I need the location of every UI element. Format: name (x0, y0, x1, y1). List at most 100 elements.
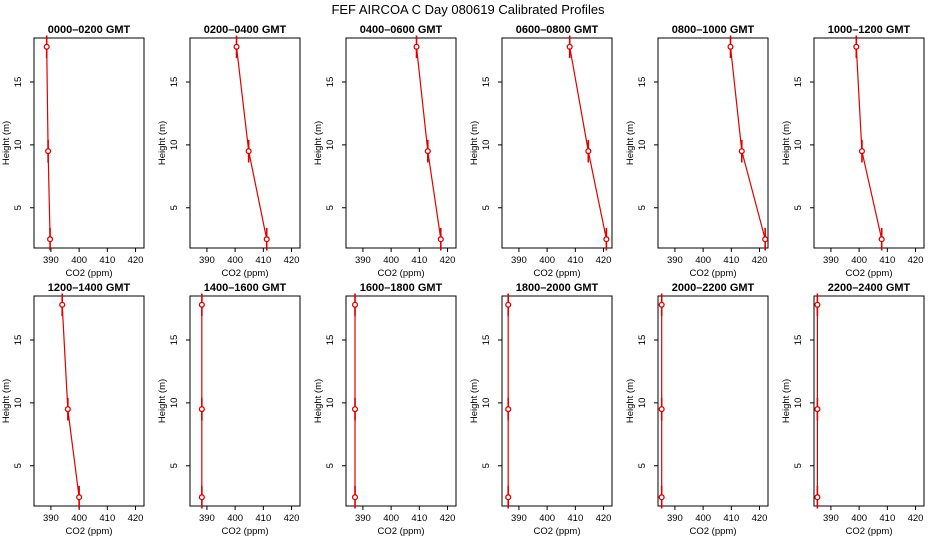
panel-5: 0800–1000 GMT 390 400 410 420 CO2 (ppm) 5 10 15 H… (625, 24, 769, 279)
data-point (566, 43, 573, 50)
data-point (738, 148, 745, 155)
y-tick-label: 10 (325, 398, 336, 409)
x-axis-label: CO2 (ppm) (846, 268, 893, 279)
data-point (76, 494, 83, 501)
x-axis-label: CO2 (ppm) (222, 526, 269, 537)
panel-12: 2200–2400 GMT 390 400 410 420 CO2 (ppm) 5 10 15 H… (781, 282, 925, 537)
data-point (198, 494, 205, 501)
x-tick-label: 390 (667, 255, 683, 266)
panel-10: 1800–2000 GMT 390 400 410 420 CO2 (ppm) 5 10 15 H… (469, 282, 613, 537)
x-tick-label: 390 (355, 255, 371, 266)
x-tick-label: 390 (511, 513, 527, 524)
plot-frame (33, 37, 145, 249)
x-axis-label: CO2 (ppm) (378, 268, 425, 279)
y-tick-label: 15 (481, 77, 492, 88)
plot-frame (345, 37, 457, 249)
data-point (198, 301, 205, 308)
y-tick-label: 15 (481, 335, 492, 346)
data-point (413, 43, 420, 50)
x-tick-label: 400 (695, 513, 711, 524)
panel-title: 0000–0200 GMT (48, 24, 131, 36)
data-point (43, 43, 50, 50)
panel-title: 1600–1800 GMT (360, 282, 443, 294)
x-axis-label: CO2 (ppm) (66, 268, 113, 279)
x-tick-label: 400 (695, 255, 711, 266)
x-tick-label: 420 (128, 513, 144, 524)
y-tick-label: 5 (169, 205, 180, 210)
plot-frame (189, 37, 301, 249)
y-tick-label: 10 (481, 140, 492, 151)
panel-title: 0400–0600 GMT (360, 24, 443, 36)
panel-6: 1000–1200 GMT 390 400 410 420 CO2 (ppm) 5 10 15 H… (781, 24, 925, 279)
data-point (814, 494, 821, 501)
y-tick-label: 10 (13, 398, 24, 409)
x-tick-label: 410 (255, 255, 271, 266)
x-tick-label: 400 (227, 255, 243, 266)
panel-8: 1400–1600 GMT 390 400 410 420 CO2 (ppm) 5 10 15 H… (157, 282, 301, 537)
y-tick-label: 5 (13, 205, 24, 210)
y-axis-label: Height (m) (625, 379, 636, 423)
y-axis-label: Height (m) (157, 121, 168, 165)
x-tick-label: 410 (567, 255, 583, 266)
plot-frame (813, 37, 925, 249)
y-axis-label: Height (m) (625, 121, 636, 165)
x-tick-label: 400 (71, 513, 87, 524)
data-point (59, 301, 66, 308)
y-tick-label: 10 (637, 140, 648, 151)
panel-11: 2000–2200 GMT 390 400 410 420 CO2 (ppm) 5 10 15 H… (625, 282, 769, 537)
x-axis-label: CO2 (ppm) (378, 526, 425, 537)
x-axis-label: CO2 (ppm) (66, 526, 113, 537)
x-axis-label: CO2 (ppm) (846, 526, 893, 537)
y-axis-label: Height (m) (313, 379, 324, 423)
data-point (658, 301, 665, 308)
data-point (263, 236, 270, 243)
panel-title: 1000–1200 GMT (828, 24, 911, 36)
x-axis-label: CO2 (ppm) (690, 526, 737, 537)
x-tick-label: 400 (851, 255, 867, 266)
data-point (505, 406, 512, 413)
profile-line (61, 304, 80, 498)
data-point (814, 406, 821, 413)
plot-frame (345, 295, 457, 507)
data-point (727, 43, 734, 50)
data-point (351, 406, 359, 413)
x-tick-label: 420 (284, 513, 300, 524)
panel-title: 0800–1000 GMT (672, 24, 755, 36)
y-tick-label: 5 (481, 463, 492, 468)
y-tick-label: 5 (637, 463, 648, 468)
y-tick-label: 15 (793, 335, 804, 346)
x-tick-label: 420 (752, 255, 768, 266)
x-tick-label: 420 (908, 255, 924, 266)
x-tick-label: 390 (199, 255, 215, 266)
profile-line (855, 46, 883, 240)
panel-3: 0400–0600 GMT 390 400 410 420 CO2 (ppm) 5 10 15 H… (313, 24, 457, 279)
y-axis-label: Height (m) (157, 379, 168, 423)
y-tick-label: 10 (637, 398, 648, 409)
x-tick-label: 400 (71, 255, 87, 266)
x-tick-label: 420 (440, 513, 456, 524)
panel-9: 1600–1800 GMT 390 400 410 420 CO2 (ppm) 5 10 15 H… (313, 282, 457, 537)
y-tick-label: 5 (169, 463, 180, 468)
y-tick-label: 10 (481, 398, 492, 409)
y-tick-label: 5 (637, 205, 648, 210)
y-axis-label: Height (m) (781, 121, 792, 165)
y-tick-label: 10 (13, 140, 24, 151)
data-point (351, 494, 359, 501)
plot-frame (33, 295, 145, 507)
x-tick-label: 390 (823, 255, 839, 266)
x-tick-label: 400 (227, 513, 243, 524)
x-tick-label: 390 (355, 513, 371, 524)
plot-frame (657, 37, 769, 249)
y-tick-label: 5 (793, 205, 804, 210)
panel-7: 1200–1400 GMT 390 400 410 420 CO2 (ppm) 5 10 15 H… (1, 282, 145, 537)
data-point (233, 43, 240, 50)
data-point (45, 148, 52, 155)
x-axis-label: CO2 (ppm) (690, 268, 737, 279)
x-tick-label: 410 (411, 513, 427, 524)
x-tick-label: 400 (383, 513, 399, 524)
x-tick-label: 410 (99, 513, 115, 524)
plot-frame (657, 295, 769, 507)
y-tick-label: 15 (637, 77, 648, 88)
y-tick-label: 5 (325, 205, 336, 210)
